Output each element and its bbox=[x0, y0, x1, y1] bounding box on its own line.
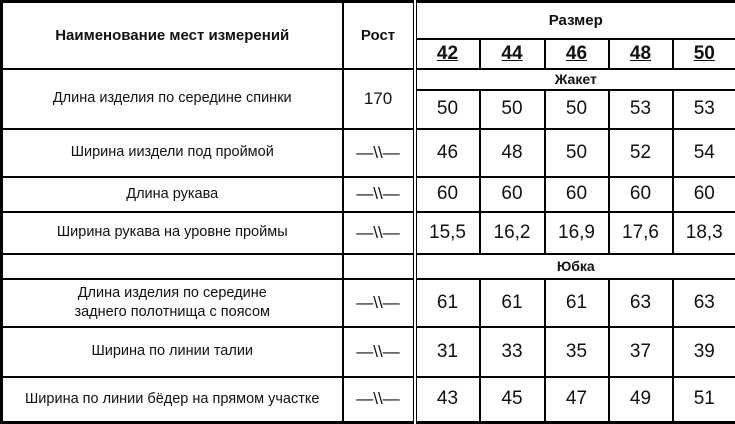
size-value: 16,2 bbox=[480, 212, 545, 254]
header-size: 42 bbox=[415, 39, 480, 69]
size-value: 16,9 bbox=[545, 212, 609, 254]
size-value: 31 bbox=[415, 327, 480, 377]
size-value: 50 bbox=[415, 90, 480, 129]
empty-cell bbox=[2, 254, 343, 279]
size-value: 18,3 bbox=[673, 212, 735, 254]
size-value: 47 bbox=[545, 377, 609, 423]
size-value: 50 bbox=[545, 90, 609, 129]
size-value: 63 bbox=[673, 279, 735, 327]
size-value: 60 bbox=[415, 177, 480, 212]
size-value: 17,6 bbox=[609, 212, 673, 254]
row-height: —\\— bbox=[343, 279, 415, 327]
row-name: Ширина рукава на уровне проймы bbox=[2, 212, 343, 254]
size-value: 60 bbox=[480, 177, 545, 212]
row-name: Ширина по линии талии bbox=[2, 327, 343, 377]
size-value: 53 bbox=[609, 90, 673, 129]
row-height: —\\— bbox=[343, 377, 415, 423]
empty-cell bbox=[343, 254, 415, 279]
size-value: 54 bbox=[673, 129, 735, 177]
size-value: 61 bbox=[415, 279, 480, 327]
size-value: 52 bbox=[609, 129, 673, 177]
size-value: 46 bbox=[415, 129, 480, 177]
size-value: 35 bbox=[545, 327, 609, 377]
size-value: 37 bbox=[609, 327, 673, 377]
size-value: 63 bbox=[609, 279, 673, 327]
row-height: —\\— bbox=[343, 177, 415, 212]
size-value: 60 bbox=[673, 177, 735, 212]
size-value: 50 bbox=[545, 129, 609, 177]
size-value: 15,5 bbox=[415, 212, 480, 254]
row-name: Ширина по линии бёдер на прямом участке bbox=[2, 377, 343, 423]
row-height: —\\— bbox=[343, 327, 415, 377]
table-row: Ширина по линии бёдер на прямом участке—… bbox=[2, 377, 735, 423]
row-name: Длина изделия по середине заднего полотн… bbox=[2, 279, 343, 327]
size-value: 60 bbox=[609, 177, 673, 212]
size-value: 53 bbox=[673, 90, 735, 129]
size-value: 51 bbox=[673, 377, 735, 423]
header-size-group: Размер bbox=[415, 2, 735, 39]
size-value: 39 bbox=[673, 327, 735, 377]
table-row: Длина изделия по середине заднего полотн… bbox=[2, 279, 735, 327]
header-measurement-name: Наименование мест измерений bbox=[2, 2, 343, 69]
section-title: Юбка bbox=[415, 254, 735, 279]
size-value: 50 bbox=[480, 90, 545, 129]
row-name: Ширина ииздели под проймой bbox=[2, 129, 343, 177]
section-title: Жакет bbox=[415, 69, 735, 90]
row-name: Длина изделия по середине спинки bbox=[2, 69, 343, 129]
size-value: 48 bbox=[480, 129, 545, 177]
header-size: 44 bbox=[480, 39, 545, 69]
size-value: 60 bbox=[545, 177, 609, 212]
row-height: —\\— bbox=[343, 129, 415, 177]
size-value: 43 bbox=[415, 377, 480, 423]
header-size: 50 bbox=[673, 39, 735, 69]
row-height: —\\— bbox=[343, 212, 415, 254]
row-name: Длина рукава bbox=[2, 177, 343, 212]
size-value: 61 bbox=[480, 279, 545, 327]
row-height: 170 bbox=[343, 69, 415, 129]
header-size: 48 bbox=[609, 39, 673, 69]
size-value: 45 bbox=[480, 377, 545, 423]
size-value: 33 bbox=[480, 327, 545, 377]
size-value: 49 bbox=[609, 377, 673, 423]
header-size: 46 bbox=[545, 39, 609, 69]
size-value: 61 bbox=[545, 279, 609, 327]
header-height: Рост bbox=[343, 2, 415, 69]
